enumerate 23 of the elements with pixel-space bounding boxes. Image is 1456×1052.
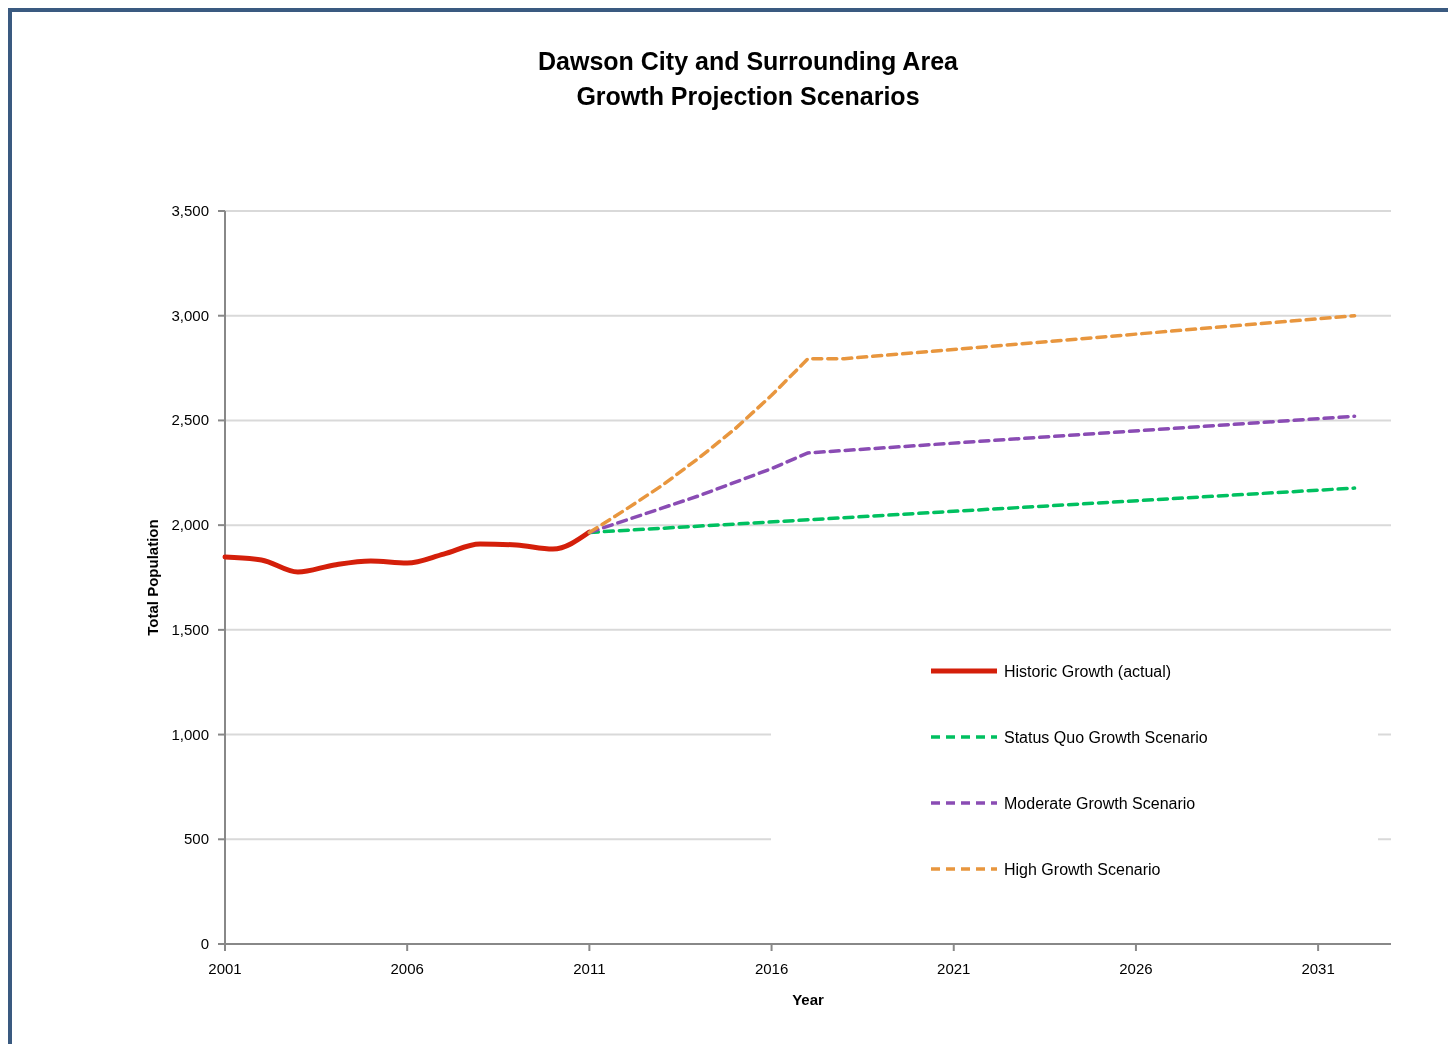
y-axis-title: Total Population xyxy=(144,519,161,636)
legend-label: Status Quo Growth Scenario xyxy=(1004,729,1208,746)
legend-label: High Growth Scenario xyxy=(1004,861,1161,878)
y-tick-label: 3,500 xyxy=(171,202,209,219)
x-tick-label: 2021 xyxy=(937,960,971,977)
line-series xyxy=(587,313,1357,535)
y-tick-label: 0 xyxy=(200,935,209,952)
y-tick-label: 500 xyxy=(183,830,209,848)
x-tick-label: 2011 xyxy=(573,960,606,977)
y-tick-label: 1,000 xyxy=(171,725,209,743)
x-tick-label: 2031 xyxy=(1301,960,1335,977)
legend-label: Moderate Growth Scenario xyxy=(1004,795,1196,812)
legend-label: Historic Growth (actual) xyxy=(1004,663,1172,680)
y-tick-label: 3,000 xyxy=(171,306,209,324)
x-tick-label: 2016 xyxy=(754,960,789,977)
x-tick-label: 2026 xyxy=(1119,960,1153,977)
y-tick-label: 2,000 xyxy=(171,516,209,534)
y-tick-label: 1,500 xyxy=(171,620,209,638)
x-axis-title: Year xyxy=(792,991,825,1008)
x-tick-label: 2001 xyxy=(208,960,242,977)
chart-title: Dawson City and Surrounding Area Growth Projection Scenarios xyxy=(538,47,960,110)
x-tick-label: 2006 xyxy=(390,960,424,977)
y-tick-label: 2,500 xyxy=(171,411,209,429)
